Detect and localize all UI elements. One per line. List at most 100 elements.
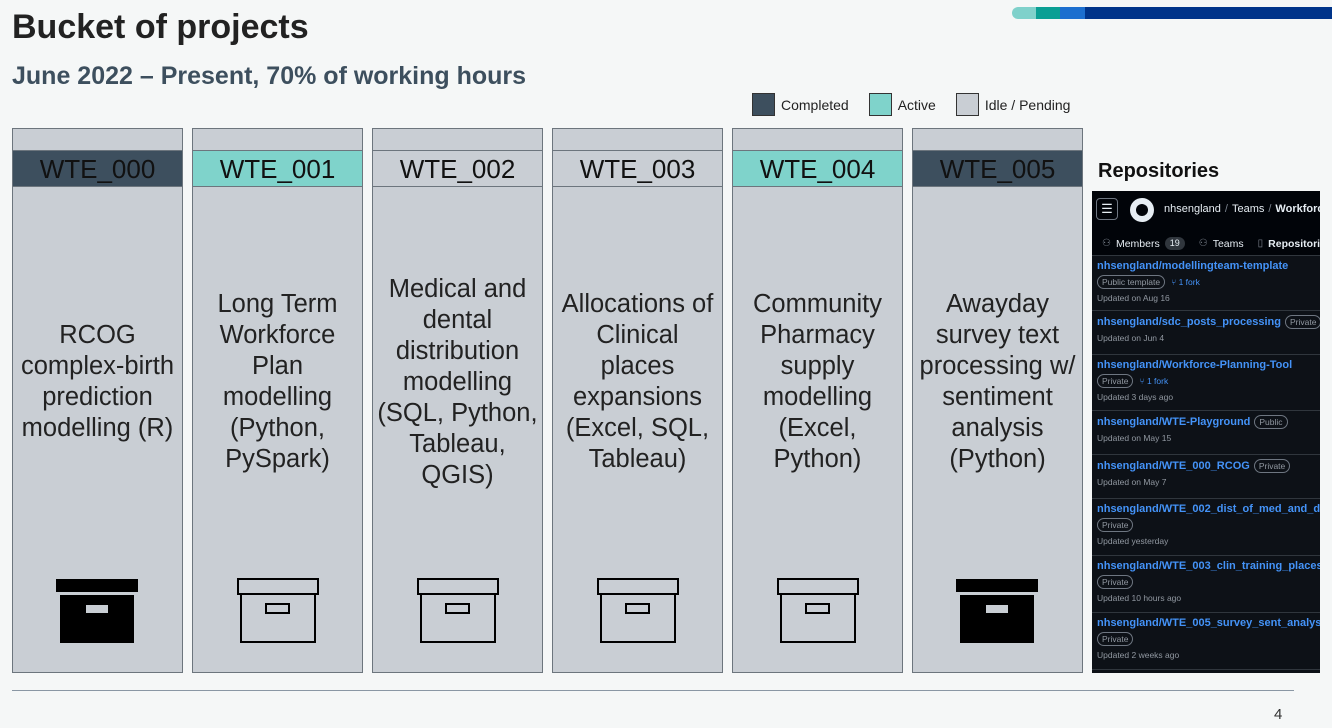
repository-link: nhsengland/sdc_posts_processing Private bbox=[1097, 315, 1320, 329]
archive-box-outline-icon bbox=[595, 575, 681, 647]
archive-box-outline-icon bbox=[415, 575, 501, 647]
tab-members[interactable]: ⚇ Members 19 bbox=[1102, 237, 1185, 250]
repository-link: nhsengland/WTE_005_survey_sent_analysis bbox=[1097, 617, 1320, 629]
repository-name[interactable]: nhsengland/Workforce-Planning-Tool bbox=[1097, 359, 1293, 371]
repository-name[interactable]: nhsengland/sdc_posts_processing bbox=[1097, 316, 1281, 328]
github-logo-icon[interactable] bbox=[1130, 198, 1154, 222]
breadcrumb: nhsengland/Teams/Workforce bbox=[1164, 203, 1320, 215]
project-column: WTE_000 RCOG complex-birth prediction mod… bbox=[12, 128, 183, 673]
team-tabs: ⚇ Members 19 ⚇ Teams ▯ Repositories bbox=[1102, 237, 1320, 250]
breadcrumb-teams[interactable]: Teams bbox=[1231, 203, 1265, 215]
legend-swatch bbox=[955, 93, 979, 116]
archive-box-outline-icon bbox=[235, 575, 321, 647]
repository-name[interactable]: nhsengland/WTE_000_RCOG bbox=[1097, 460, 1250, 472]
tab-repositories-label: Repositories bbox=[1268, 237, 1320, 250]
fork-count[interactable]: ⑂ 1 fork bbox=[1139, 376, 1168, 386]
decorative-bar bbox=[1012, 7, 1042, 19]
project-column: WTE_004 Community Pharmacy supply modelli… bbox=[732, 128, 903, 673]
repository-meta: Private bbox=[1097, 632, 1320, 646]
github-header: ☰ nhsengland/Teams/Workforce ⚇ Members 19 … bbox=[1092, 191, 1320, 256]
breadcrumb-org[interactable]: nhsengland bbox=[1164, 203, 1221, 215]
tab-teams[interactable]: ⚇ Teams bbox=[1199, 238, 1244, 250]
repository-link: nhsengland/Workforce-Planning-Tool bbox=[1097, 359, 1320, 371]
repository-item[interactable]: nhsengland/modellingteam-template Public … bbox=[1092, 256, 1320, 311]
slide-title: Bucket of projects bbox=[12, 8, 309, 46]
menu-icon[interactable]: ☰ bbox=[1096, 198, 1118, 220]
project-description: Awayday survey text processing w/ sentim… bbox=[919, 290, 1076, 473]
project-description: Medical and dental distribution modellin… bbox=[377, 274, 538, 489]
fork-label: 1 fork bbox=[1178, 277, 1200, 287]
repo-icon: ▯ bbox=[1257, 238, 1264, 249]
github-screenshot: ☰ nhsengland/Teams/Workforce ⚇ Members 19 … bbox=[1092, 191, 1320, 673]
fork-icon: ⑂ bbox=[1139, 376, 1147, 386]
legend-item-completed: Completed bbox=[752, 93, 849, 116]
updated-time: Updated on Aug 16 bbox=[1097, 293, 1170, 303]
updated-time: Updated on May 7 bbox=[1097, 477, 1167, 487]
project-description: Long Term Workforce Plan modelling (Pyth… bbox=[217, 290, 338, 473]
person-icon: ⚇ bbox=[1102, 238, 1111, 249]
breadcrumb-team[interactable]: Workforce bbox=[1275, 203, 1320, 215]
project-code: WTE_000 bbox=[13, 150, 182, 187]
visibility-badge: Public bbox=[1254, 415, 1288, 429]
repository-item[interactable]: nhsengland/WTE_000_RCOG Private Updated on… bbox=[1092, 455, 1320, 499]
repository-item[interactable]: nhsengland/Workforce-Planning-Tool Privat… bbox=[1092, 355, 1320, 411]
repository-item[interactable]: nhsengland/sdc_posts_processing Private Up… bbox=[1092, 311, 1320, 355]
page-number: 4 bbox=[1274, 706, 1283, 723]
project-description: RCOG complex-birth prediction modelling … bbox=[20, 321, 175, 442]
project-code: WTE_002 bbox=[373, 150, 542, 187]
decorative-bar bbox=[1036, 7, 1066, 19]
repositories-heading: Repositories bbox=[1098, 160, 1220, 182]
legend-label: Completed bbox=[781, 96, 849, 113]
legend-label: Active bbox=[897, 96, 936, 113]
visibility-badge: Private bbox=[1285, 315, 1320, 329]
updated-time: Updated yesterday bbox=[1097, 536, 1169, 546]
archive-box-outline-icon bbox=[775, 575, 861, 647]
repository-name[interactable]: nhsengland/WTE_005_survey_sent_analysis bbox=[1097, 617, 1320, 629]
fork-count[interactable]: ⑂ 1 fork bbox=[1171, 277, 1200, 287]
tab-repositories[interactable]: ▯ Repositories bbox=[1258, 238, 1320, 250]
repository-list: nhsengland/modellingteam-template Public … bbox=[1092, 256, 1320, 670]
project-code: WTE_003 bbox=[553, 150, 722, 187]
project-column: WTE_003 Allocations of Clinical places ex… bbox=[552, 128, 723, 673]
project-column: WTE_001 Long Term Workforce Plan modellin… bbox=[192, 128, 363, 673]
repository-item[interactable]: nhsengland/WTE_003_clin_training_places_… bbox=[1092, 556, 1320, 613]
tab-members-label: Members bbox=[1115, 237, 1160, 250]
repository-item[interactable]: nhsengland/WTE_005_survey_sent_analysis P… bbox=[1092, 613, 1320, 670]
repository-item[interactable]: nhsengland/WTE_002_dist_of_med_and_den Pr… bbox=[1092, 499, 1320, 556]
visibility-badge: Private bbox=[1253, 459, 1291, 473]
legend-label: Idle / Pending bbox=[984, 96, 1071, 113]
legend: Completed Active Idle / Pending bbox=[752, 93, 1090, 116]
repository-name[interactable]: nhsengland/WTE_002_dist_of_med_and_den bbox=[1097, 503, 1320, 515]
people-icon: ⚇ bbox=[1198, 238, 1208, 249]
tab-teams-label: Teams bbox=[1212, 237, 1244, 250]
repository-link: nhsengland/WTE-Playground Public bbox=[1097, 415, 1320, 429]
archive-box-filled-icon bbox=[955, 575, 1041, 647]
project-column: WTE_005 Awayday survey text processing w/… bbox=[912, 128, 1083, 673]
project-code: WTE_001 bbox=[193, 150, 362, 187]
repository-link: nhsengland/modellingteam-template bbox=[1097, 260, 1320, 272]
updated-time: Updated 2 weeks ago bbox=[1097, 650, 1180, 660]
fork-icon: ⑂ bbox=[1171, 277, 1179, 287]
project-code: WTE_005 bbox=[913, 150, 1082, 187]
repository-name[interactable]: nhsengland/WTE-Playground bbox=[1097, 416, 1251, 428]
repository-meta: Public template ⑂ 1 fork bbox=[1097, 275, 1320, 289]
repository-name[interactable]: nhsengland/modellingteam-template bbox=[1097, 260, 1289, 272]
repository-meta: Private ⑂ 1 fork bbox=[1097, 374, 1320, 388]
updated-time: Updated 10 hours ago bbox=[1097, 593, 1182, 603]
slide-subtitle: June 2022 – Present, 70% of working hour… bbox=[12, 62, 527, 90]
fork-label: 1 fork bbox=[1146, 376, 1169, 386]
legend-swatch bbox=[868, 93, 892, 116]
project-description: Allocations of Clinical places expansion… bbox=[561, 290, 714, 473]
visibility-badge: Private bbox=[1097, 518, 1134, 532]
repository-item[interactable]: nhsengland/WTE-Playground Public Updated o… bbox=[1092, 411, 1320, 455]
footer-divider bbox=[12, 690, 1294, 691]
visibility-badge: Private bbox=[1097, 575, 1134, 589]
repository-name[interactable]: nhsengland/WTE_003_clin_training_places_… bbox=[1097, 560, 1320, 572]
project-code: WTE_004 bbox=[733, 150, 902, 187]
project-column: WTE_002 Medical and dental distribution m… bbox=[372, 128, 543, 673]
updated-time: Updated 3 days ago bbox=[1097, 392, 1174, 402]
repository-link: nhsengland/WTE_000_RCOG Private bbox=[1097, 459, 1320, 473]
legend-item-active: Active bbox=[868, 93, 936, 116]
visibility-badge: Private bbox=[1097, 632, 1134, 646]
repository-meta: Private bbox=[1097, 575, 1320, 589]
